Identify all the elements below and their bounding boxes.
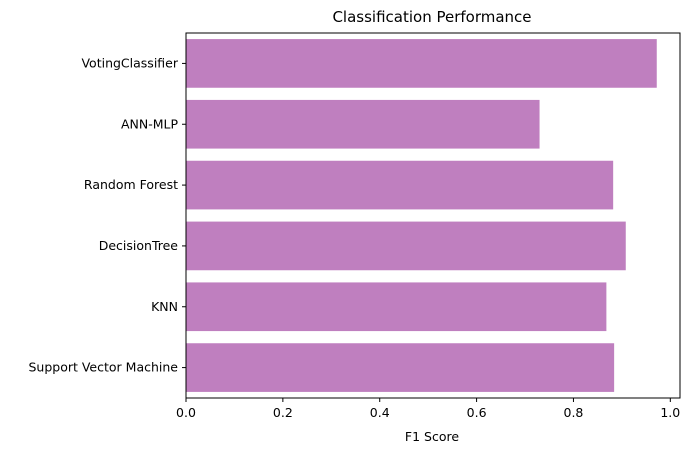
x-tick-label: 0.8 xyxy=(564,405,584,420)
x-tick-label: 0.4 xyxy=(370,405,390,420)
x-tick-label: 0.6 xyxy=(467,405,487,420)
bar xyxy=(186,343,615,392)
y-tick-label: Random Forest xyxy=(84,177,178,192)
y-tick-label: KNN xyxy=(151,299,178,314)
bar xyxy=(186,160,614,210)
bar xyxy=(186,282,607,332)
bar xyxy=(186,221,626,271)
chart-title: Classification Performance xyxy=(332,8,531,26)
x-tick-label: 0.2 xyxy=(273,405,293,420)
x-axis-label: F1 Score xyxy=(405,429,459,444)
bar xyxy=(186,39,657,88)
x-tick-label: 1.0 xyxy=(660,405,680,420)
bar xyxy=(186,99,540,149)
x-tick-label: 0.0 xyxy=(176,405,196,420)
y-tick-label: ANN-MLP xyxy=(121,116,179,131)
y-tick-label: DecisionTree xyxy=(99,238,179,253)
axes-frame xyxy=(185,32,681,399)
plot-area: Support Vector Machine KNN DecisionTree Ran… xyxy=(28,32,681,420)
y-tick-label: VotingClassifier xyxy=(81,55,178,70)
y-tick-label: Support Vector Machine xyxy=(28,360,178,375)
